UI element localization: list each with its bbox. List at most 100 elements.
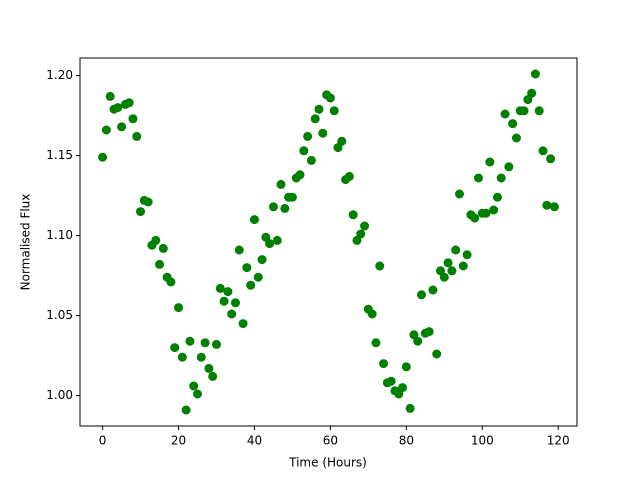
point [303,131,313,141]
point [546,154,556,164]
point [189,381,199,391]
point [242,263,252,273]
point [527,88,537,98]
point [211,339,221,349]
point [246,280,256,290]
y-tick-label: 1.00 [46,388,73,402]
point [458,261,468,271]
point [428,285,438,295]
point [519,106,529,116]
point [98,152,108,162]
point [451,245,461,255]
point [398,383,408,393]
point [113,103,123,113]
point [348,210,358,220]
point [473,173,483,183]
x-tick-label: 100 [471,434,494,448]
point [337,136,347,146]
point [405,403,415,413]
point [227,309,237,319]
point [447,266,457,276]
point [249,215,259,225]
point [268,202,278,212]
point [432,349,442,359]
point [379,359,389,369]
point [538,146,548,156]
point [170,343,180,353]
point [276,179,286,189]
point [470,213,480,223]
point [299,146,309,156]
point [208,371,218,381]
point [504,162,514,172]
point [181,405,191,415]
point [500,109,510,119]
point [454,189,464,199]
point [496,173,506,183]
point [215,283,225,293]
point [439,272,449,282]
point [310,114,320,124]
point [124,98,134,108]
point [489,205,499,215]
x-tick-label: 120 [547,434,570,448]
point [223,287,233,297]
point [485,157,495,167]
point [318,128,328,138]
point [492,192,502,202]
point [386,376,396,386]
point [280,203,290,213]
y-tick-label: 1.05 [46,308,73,322]
x-tick-label: 80 [399,434,414,448]
point [177,352,187,362]
y-axis-label: Normalised Flux [19,194,33,291]
point [200,338,210,348]
point [534,106,544,116]
point [196,352,206,362]
point [375,261,385,271]
point [234,245,244,255]
point [155,259,165,269]
point [371,338,381,348]
point [101,125,111,135]
point [219,296,229,306]
point [325,93,335,103]
point [158,243,168,253]
point [306,155,316,165]
point [314,104,324,114]
point [257,255,267,265]
point [193,389,203,399]
point [265,239,275,249]
point [508,119,518,129]
x-tick-label: 40 [247,434,262,448]
point [253,272,263,282]
point [117,122,127,132]
point [481,208,491,218]
point [367,309,377,319]
point [151,235,161,245]
point [511,133,521,143]
plot-frame [79,57,578,427]
y-tick-label: 1.10 [46,228,73,242]
point [530,69,540,79]
point [295,170,305,180]
point [549,202,559,212]
point [238,319,248,329]
point [105,91,115,101]
point [128,114,138,124]
point [329,106,339,116]
point [462,250,472,260]
point [287,192,297,202]
point [417,290,427,300]
point [143,197,153,207]
point [132,131,142,141]
point [166,277,176,287]
point [443,258,453,268]
point [136,207,146,217]
point [413,336,423,346]
point [424,327,434,337]
point [344,171,354,181]
y-tick-label: 1.15 [46,148,73,162]
point [272,235,282,245]
